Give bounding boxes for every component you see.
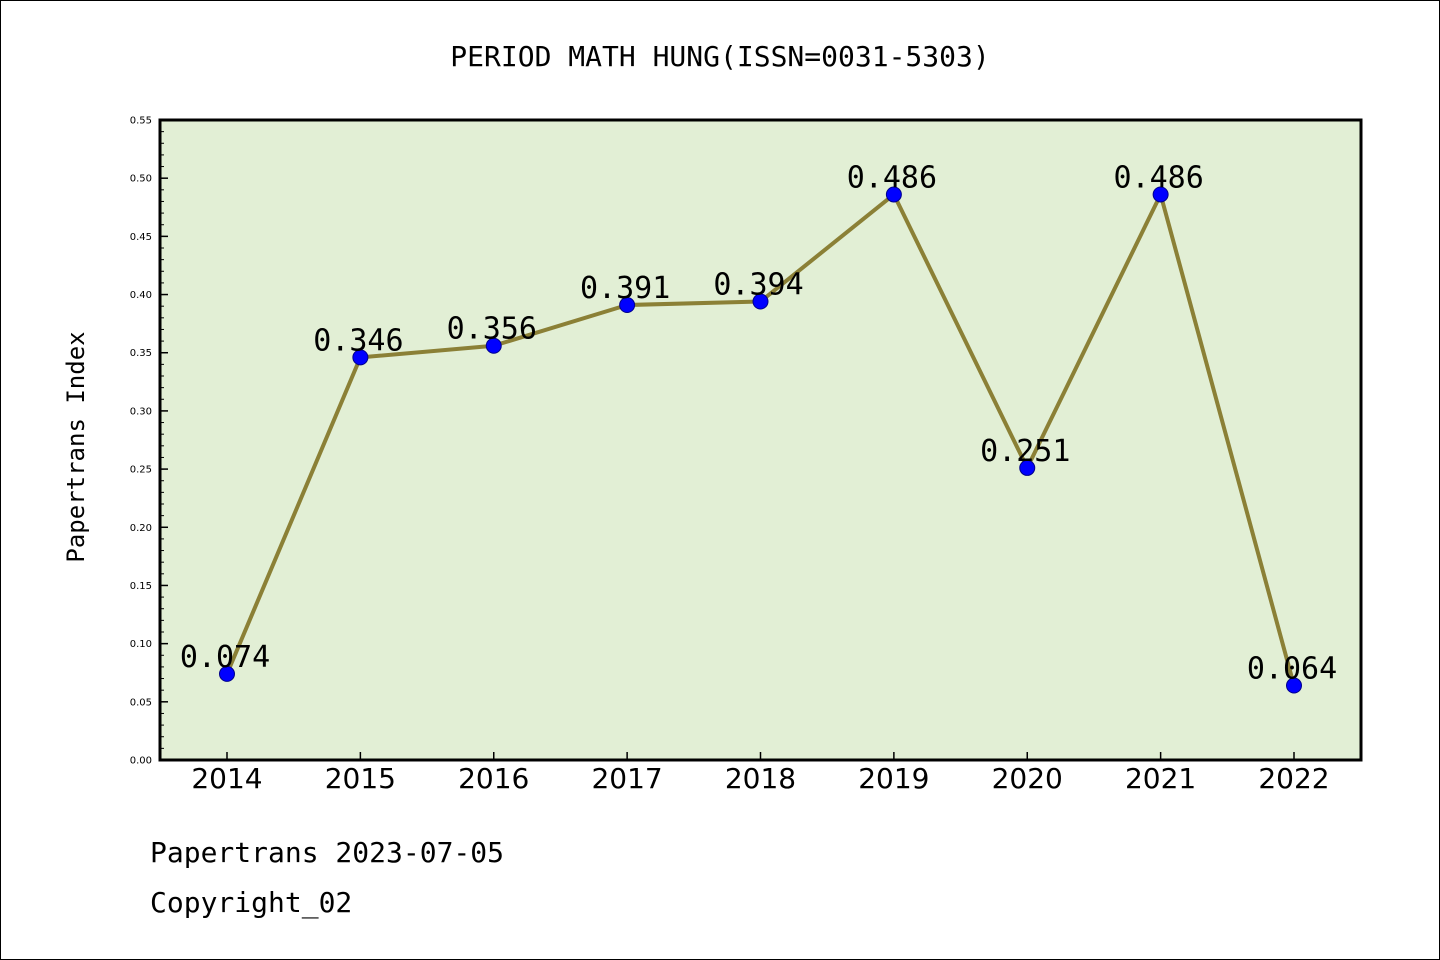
data-point <box>485 337 502 354</box>
data-point <box>1019 459 1036 476</box>
footer-date-line: Papertrans 2023-07-05 <box>150 836 505 869</box>
data-point <box>752 293 769 310</box>
x-tick-label: 2019 <box>858 762 929 795</box>
y-axis-label: Papertrans Index <box>62 331 90 562</box>
data-label: 0.394 <box>713 268 803 303</box>
data-label: 0.346 <box>313 323 403 358</box>
data-point <box>352 349 369 366</box>
x-tick-label: 2022 <box>1258 762 1329 795</box>
y-tick-label: 0.20 <box>130 523 152 534</box>
y-tick-label: 0.10 <box>130 639 152 650</box>
data-label: 0.251 <box>980 434 1070 469</box>
y-tick-label: 0.45 <box>130 232 152 243</box>
x-tick-label: 2017 <box>591 762 662 795</box>
data-point <box>219 665 235 682</box>
y-tick-label: 0.05 <box>130 697 152 708</box>
x-tick-label: 2015 <box>325 762 396 795</box>
data-point <box>1286 677 1302 694</box>
data-points <box>219 186 1302 694</box>
x-tick-label: 2018 <box>725 762 796 795</box>
data-point <box>1152 186 1169 203</box>
x-tick-label: 2021 <box>1125 762 1196 795</box>
data-point <box>619 297 636 314</box>
y-tick-label: 0.35 <box>130 348 152 359</box>
x-tick-label: 2014 <box>191 762 262 795</box>
data-label: 0.356 <box>447 312 537 347</box>
data-label: 0.486 <box>1113 160 1203 195</box>
y-axis: 0.00 0.05 0.10 0.15 0.20 0.25 0.30 0.35 0.40 0.45… <box>130 116 168 767</box>
footer-copyright: Copyright_02 <box>150 886 353 919</box>
chart-title: PERIOD MATH HUNG(ISSN=0031-5303) <box>450 40 989 73</box>
data-point <box>885 186 902 203</box>
x-axis: 2014 2015 2016 2017 2018 2019 2020 2021 2022 <box>191 752 1330 795</box>
data-label: 0.391 <box>580 271 670 306</box>
y-tick-label: 0.00 <box>130 756 152 767</box>
y-tick-label: 0.50 <box>130 174 152 185</box>
plot-area <box>158 118 1363 762</box>
y-tick-label: 0.40 <box>130 290 152 301</box>
y-tick-label: 0.15 <box>130 581 152 592</box>
x-tick-label: 2016 <box>458 762 529 795</box>
y-tick-label: 0.25 <box>130 465 152 476</box>
y-tick-label: 0.30 <box>130 406 152 417</box>
data-label: 0.064 <box>1247 652 1337 687</box>
data-label: 0.074 <box>180 640 270 675</box>
data-labels: 0.074 0.346 0.356 0.391 0.394 0.486 0.251 0.486… <box>180 160 1337 686</box>
x-tick-label: 2020 <box>992 762 1063 795</box>
y-tick-label: 0.55 <box>130 116 152 127</box>
data-label: 0.486 <box>847 160 937 195</box>
